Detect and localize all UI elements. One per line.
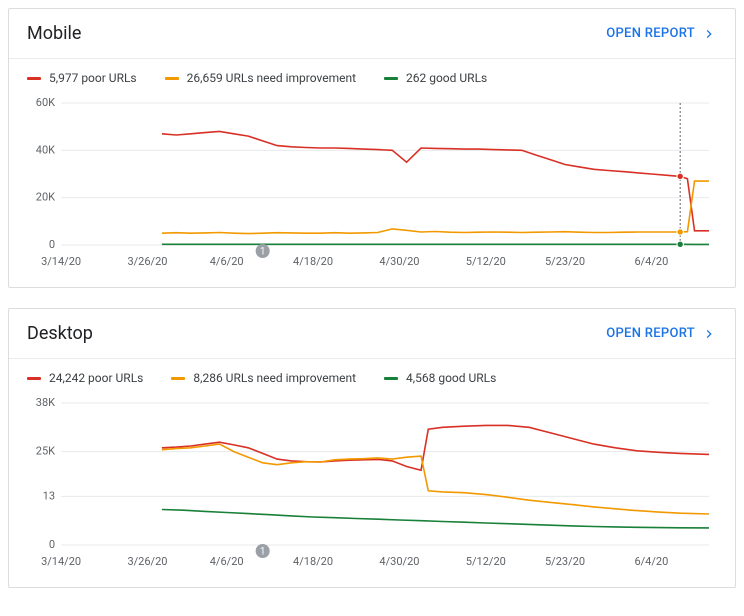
chart-legend: 5,977 poor URLs 26,659 URLs need improvem… xyxy=(9,59,735,89)
panel-title: Desktop xyxy=(27,323,93,344)
chart-container: 0 20K 40K 60K 3/14/20 3/26/20 4/6/20 4/18/20 4/3… xyxy=(9,89,735,287)
x-axis-label: 4/18/20 xyxy=(293,255,333,268)
x-axis-label: 6/4/20 xyxy=(634,555,668,568)
x-axis-label: 4/6/20 xyxy=(210,555,244,568)
line-chart: 0 20K 40K 60K 3/14/20 3/26/20 4/6/20 4/18/20 4/3… xyxy=(27,93,717,273)
x-axis-label: 3/14/20 xyxy=(41,555,81,568)
series-poor xyxy=(162,425,709,470)
legend-swatch xyxy=(27,377,41,380)
chevron-right-icon xyxy=(701,326,717,342)
series-needs-improvement xyxy=(162,444,709,514)
open-report-link[interactable]: OPEN REPORT xyxy=(606,26,717,42)
y-axis-label: 25K xyxy=(36,445,55,458)
legend-label: 4,568 good URLs xyxy=(406,371,496,385)
open-report-label: OPEN REPORT xyxy=(606,26,695,41)
series-marker xyxy=(677,229,683,235)
legend-item: 4,568 good URLs xyxy=(384,371,496,385)
x-axis-label: 3/14/20 xyxy=(41,255,81,268)
y-axis-label: 0 xyxy=(49,238,55,251)
legend-swatch xyxy=(27,77,41,80)
legend-label: 262 good URLs xyxy=(406,71,487,85)
panel-title: Mobile xyxy=(27,23,81,44)
x-axis-label: 4/18/20 xyxy=(293,555,333,568)
series-good xyxy=(162,510,709,528)
x-axis-label: 4/6/20 xyxy=(210,255,244,268)
series-needs-improvement xyxy=(162,181,709,234)
x-axis-label: 5/12/20 xyxy=(466,255,506,268)
x-axis-label: 3/26/20 xyxy=(127,555,167,568)
desktop-panel: Desktop OPEN REPORT 24,242 poor URLs 8,286 … xyxy=(8,308,736,588)
chart-container: 0 13 25K 38K 3/14/20 3/26/20 4/6/20 4/18/20 4/30… xyxy=(9,389,735,587)
y-axis-label: 60K xyxy=(36,96,55,109)
chevron-right-icon xyxy=(701,26,717,42)
legend-label: 26,659 URLs need improvement xyxy=(187,71,356,85)
y-axis-label: 40K xyxy=(36,143,55,156)
chart-legend: 24,242 poor URLs 8,286 URLs need improvem… xyxy=(9,359,735,389)
x-axis-label: 4/30/20 xyxy=(379,255,419,268)
x-axis-label: 6/4/20 xyxy=(634,255,668,268)
legend-label: 24,242 poor URLs xyxy=(49,371,143,385)
legend-item: 26,659 URLs need improvement xyxy=(165,71,356,85)
x-axis-label: 3/26/20 xyxy=(127,255,167,268)
series-marker xyxy=(677,241,683,247)
y-axis-label: 38K xyxy=(36,396,55,409)
legend-item: 262 good URLs xyxy=(384,71,487,85)
panel-header: Desktop OPEN REPORT xyxy=(9,309,735,359)
legend-label: 5,977 poor URLs xyxy=(49,71,137,85)
legend-item: 5,977 poor URLs xyxy=(27,71,137,85)
legend-swatch xyxy=(165,77,179,80)
x-axis-label: 5/12/20 xyxy=(466,555,506,568)
x-axis-label: 5/23/20 xyxy=(545,255,585,268)
panel-header: Mobile OPEN REPORT xyxy=(9,9,735,59)
mobile-panel: Mobile OPEN REPORT 5,977 poor URLs 26,659 U… xyxy=(8,8,736,288)
open-report-label: OPEN REPORT xyxy=(606,326,695,341)
legend-item: 8,286 URLs need improvement xyxy=(171,371,356,385)
legend-swatch xyxy=(384,77,398,80)
legend-swatch xyxy=(384,377,398,380)
series-marker xyxy=(677,173,683,179)
series-poor xyxy=(162,131,709,230)
legend-swatch xyxy=(171,377,185,380)
annotation-label: 1 xyxy=(260,547,266,558)
x-axis-label: 5/23/20 xyxy=(545,555,585,568)
open-report-link[interactable]: OPEN REPORT xyxy=(606,326,717,342)
legend-label: 8,286 URLs need improvement xyxy=(193,371,356,385)
y-axis-label: 20K xyxy=(36,191,55,204)
annotation-label: 1 xyxy=(260,247,266,258)
line-chart: 0 13 25K 38K 3/14/20 3/26/20 4/6/20 4/18/20 4/30… xyxy=(27,393,717,573)
legend-item: 24,242 poor URLs xyxy=(27,371,143,385)
y-axis-label: 0 xyxy=(49,538,55,551)
y-axis-label: 13 xyxy=(43,489,55,502)
x-axis-label: 4/30/20 xyxy=(379,555,419,568)
